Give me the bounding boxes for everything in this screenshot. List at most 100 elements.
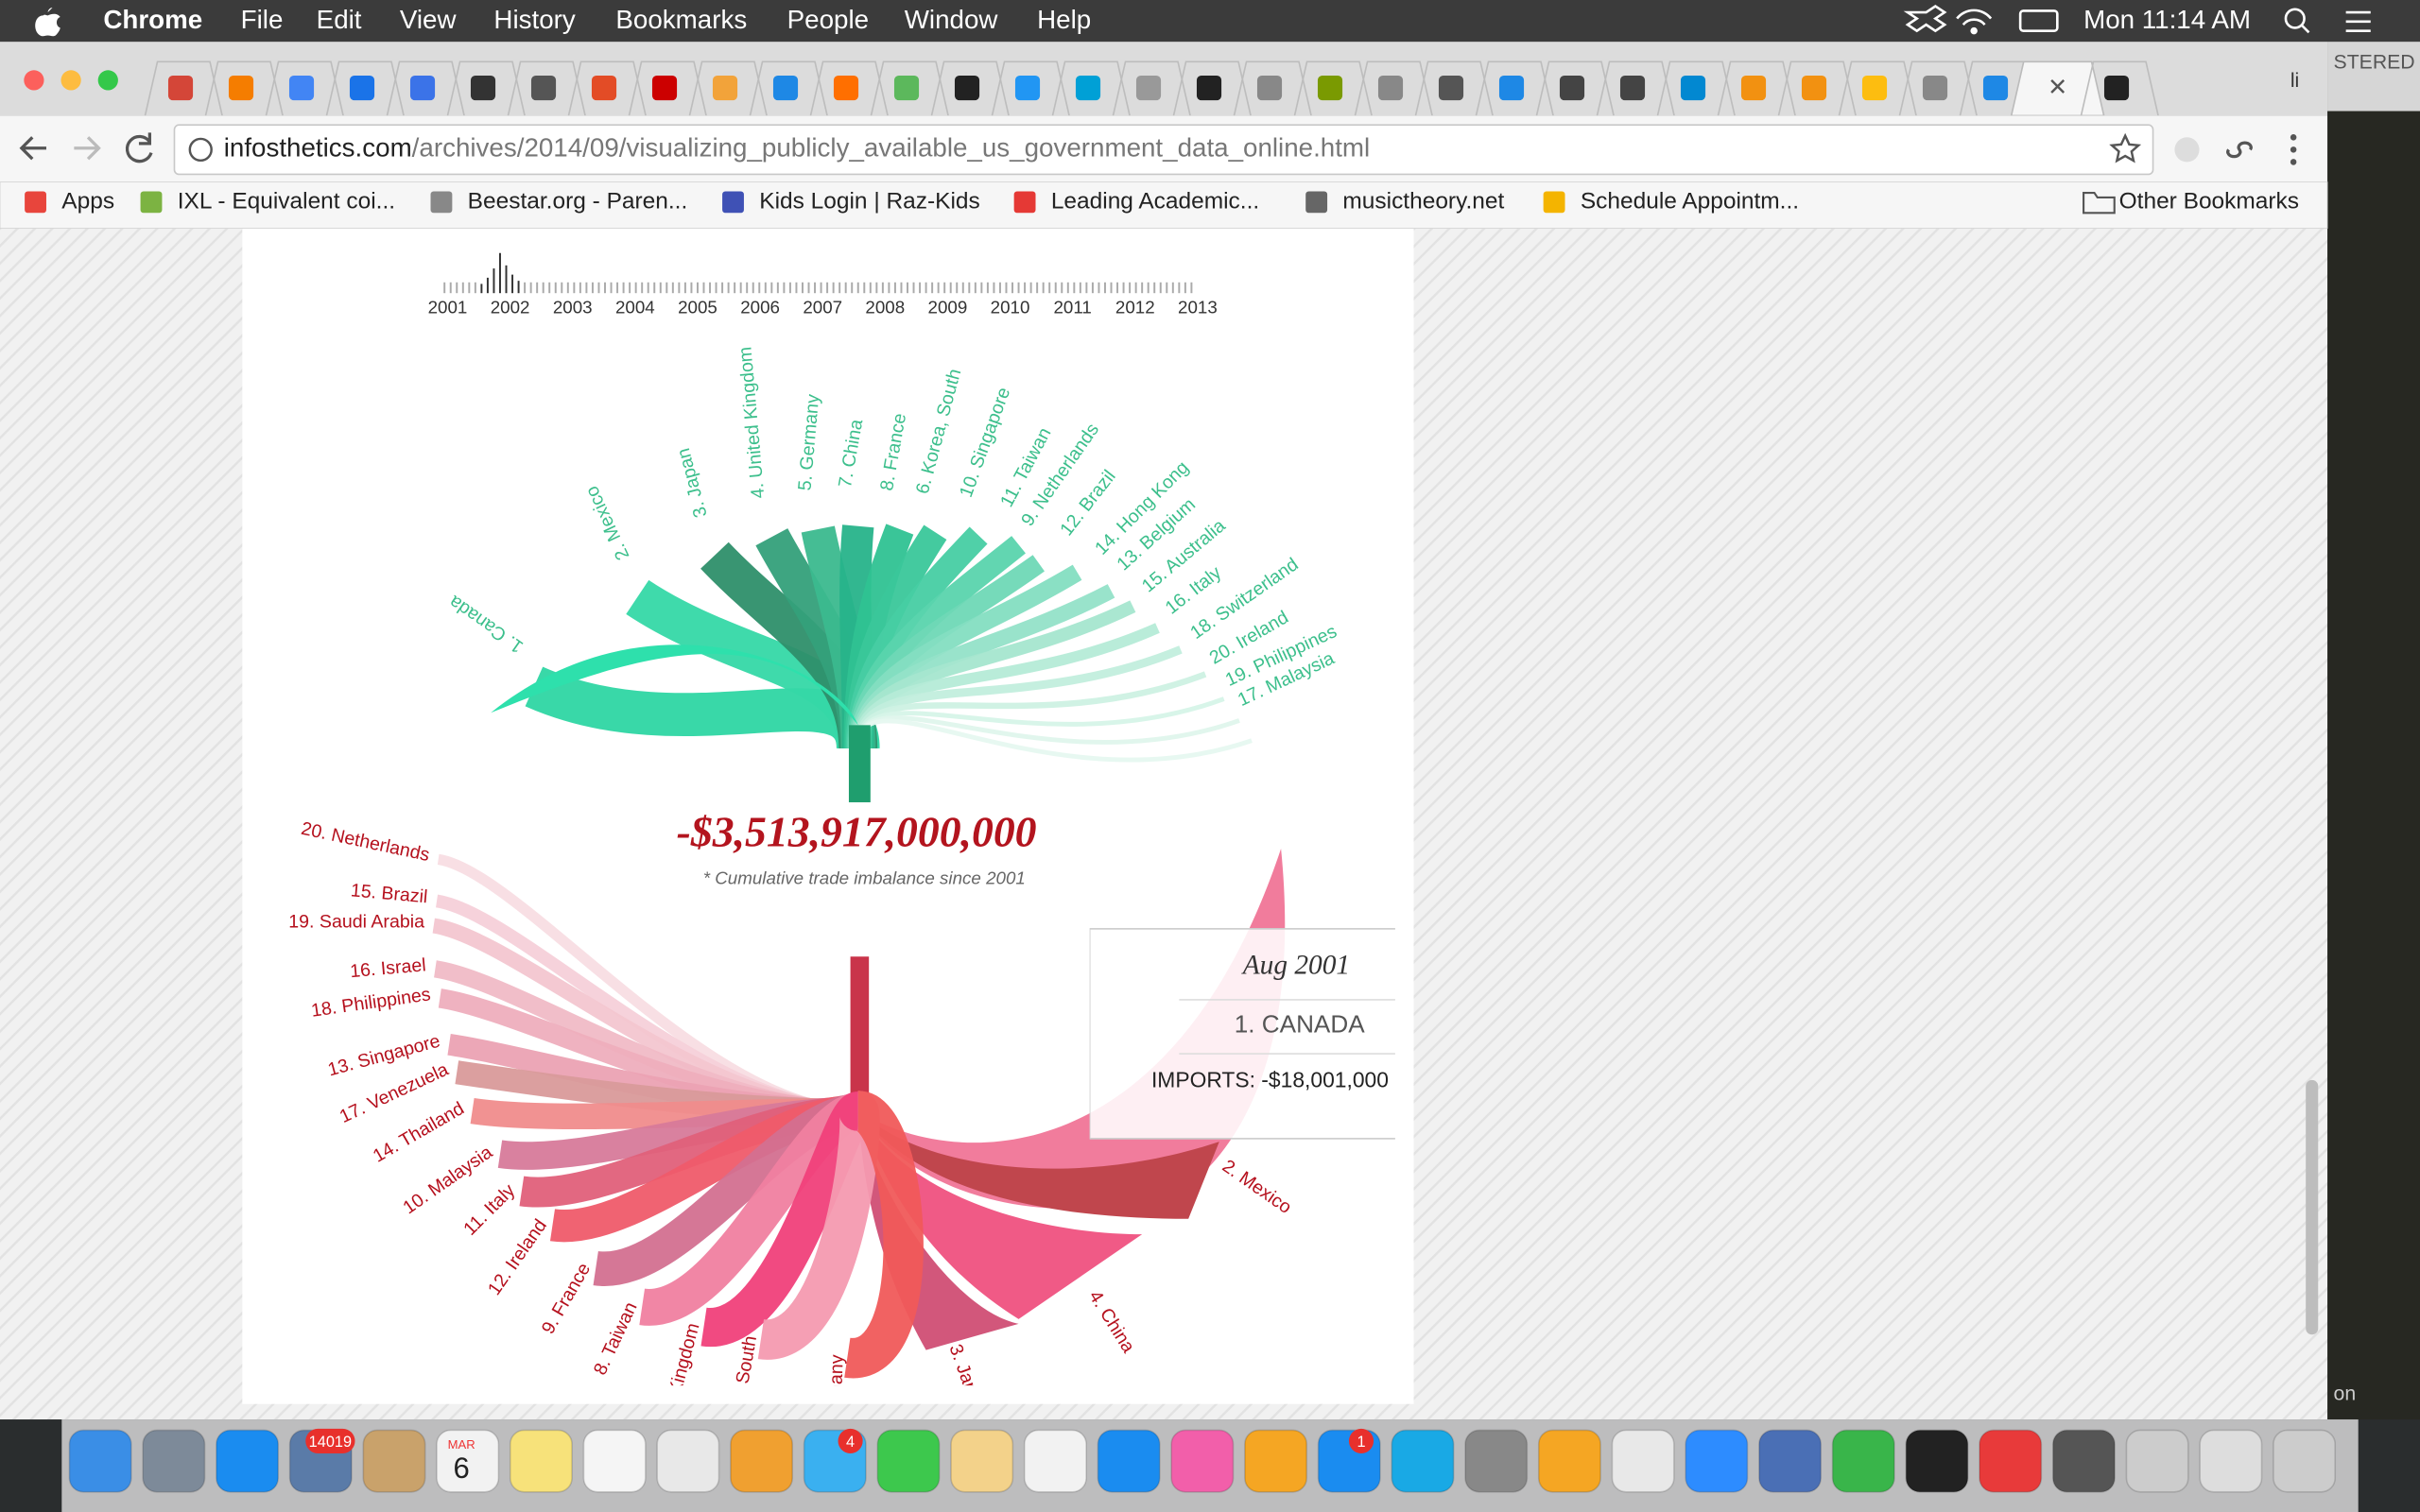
tab[interactable] [1475, 60, 1554, 116]
tab[interactable] [1112, 60, 1191, 116]
dock-app[interactable] [142, 1429, 206, 1493]
menu-item[interactable]: Window [905, 5, 999, 34]
tab[interactable] [1777, 60, 1857, 116]
year-label: 2003 [553, 297, 593, 317]
tab[interactable] [688, 60, 768, 116]
tab[interactable] [628, 60, 707, 116]
tab[interactable] [325, 60, 405, 116]
menu-item[interactable]: Bookmarks [615, 5, 747, 34]
zoom-button[interactable] [97, 70, 118, 91]
dock-app[interactable] [1831, 1429, 1895, 1493]
menu-app[interactable]: Chrome [103, 5, 202, 34]
year-label: 2001 [428, 297, 468, 317]
bookmark-folder[interactable]: Other Bookmarks [2119, 188, 2299, 214]
dock-app[interactable] [1905, 1429, 1969, 1493]
tab[interactable] [930, 60, 1010, 116]
tab[interactable] [144, 60, 223, 116]
dock-app[interactable] [436, 1429, 500, 1493]
bookmark[interactable]: Schedule Appointm... [1581, 188, 1799, 214]
tab[interactable] [1898, 60, 1978, 116]
dock-app[interactable] [1685, 1429, 1749, 1493]
tab[interactable] [204, 60, 284, 116]
tab[interactable] [991, 60, 1070, 116]
tab[interactable] [1293, 60, 1373, 116]
dock-app[interactable] [1537, 1429, 1601, 1493]
tab[interactable] [2080, 60, 2159, 116]
tab[interactable] [1596, 60, 1675, 116]
menu-item[interactable]: View [400, 5, 458, 34]
close-button[interactable] [24, 70, 44, 91]
menu-button[interactable] [2290, 134, 2297, 165]
dock-app[interactable] [876, 1429, 941, 1493]
tab[interactable] [567, 60, 647, 116]
dock-app[interactable] [1097, 1429, 1161, 1493]
menu-item[interactable]: Help [1037, 5, 1091, 34]
tab-favicon [1801, 76, 1827, 101]
tab[interactable] [1838, 60, 1917, 116]
bookmark-star[interactable] [2109, 132, 2142, 163]
bookmark[interactable]: Kids Login | Raz-Kids [759, 188, 979, 214]
import-flow [700, 1091, 871, 1347]
info-icon[interactable] [188, 137, 213, 163]
bookmark[interactable]: Beestar.org - Paren... [468, 188, 688, 214]
dock-app[interactable] [1023, 1429, 1087, 1493]
dock-app[interactable] [1170, 1429, 1235, 1493]
dock-app[interactable] [950, 1429, 1014, 1493]
tab[interactable] [1233, 60, 1312, 116]
dock-app[interactable] [68, 1429, 132, 1493]
active-tab[interactable] [2010, 60, 2105, 117]
extension-icon[interactable] [2174, 137, 2200, 163]
dock-app[interactable] [1611, 1429, 1675, 1493]
dock-app[interactable] [1758, 1429, 1823, 1493]
year-label: 2007 [803, 297, 842, 317]
tab[interactable] [446, 60, 526, 116]
dock-app[interactable] [509, 1429, 573, 1493]
back-button[interactable] [19, 136, 46, 161]
tab[interactable] [870, 60, 949, 116]
tab-close[interactable] [2050, 79, 2066, 94]
menu-item[interactable]: File [241, 5, 284, 34]
menu-item[interactable]: Edit [317, 5, 362, 34]
dock-app[interactable] [582, 1429, 647, 1493]
dock-app[interactable] [1244, 1429, 1308, 1493]
bookmark[interactable]: Apps [61, 188, 114, 214]
dock-app[interactable] [1391, 1429, 1455, 1493]
tab[interactable] [1172, 60, 1252, 116]
tab[interactable] [809, 60, 889, 116]
tab[interactable] [1414, 60, 1494, 116]
tab[interactable] [386, 60, 465, 116]
tab[interactable] [265, 60, 344, 116]
extension-icon[interactable] [2226, 141, 2253, 159]
bookmark[interactable]: musictheory.net [1342, 188, 1504, 214]
tab[interactable] [749, 60, 828, 116]
omnibox[interactable] [173, 124, 2154, 176]
minimize-button[interactable] [60, 70, 81, 91]
tab[interactable] [1717, 60, 1796, 116]
dock-app[interactable] [216, 1429, 280, 1493]
tab-favicon [1075, 76, 1101, 101]
menu-item[interactable]: People [787, 5, 869, 34]
dock-app[interactable] [1464, 1429, 1529, 1493]
tab[interactable] [507, 60, 586, 116]
apple-menu[interactable] [35, 8, 60, 37]
tab[interactable] [1535, 60, 1615, 116]
dock-app[interactable] [2273, 1429, 2337, 1493]
dock-app[interactable] [2051, 1429, 2116, 1493]
bookmark[interactable]: Leading Academic... [1051, 188, 1259, 214]
forward-button[interactable] [74, 136, 101, 161]
reload-button[interactable] [125, 132, 153, 163]
bookmark[interactable]: IXL - Equivalent coi... [178, 188, 395, 214]
dock-app[interactable] [2125, 1429, 2189, 1493]
tab[interactable] [1656, 60, 1736, 116]
menu-item[interactable]: History [493, 5, 575, 34]
dock-app[interactable] [2199, 1429, 2263, 1493]
dock-app[interactable] [1979, 1429, 2043, 1493]
dock-app[interactable] [730, 1429, 794, 1493]
tab[interactable] [1051, 60, 1131, 116]
scrollbar[interactable] [2306, 1079, 2319, 1335]
tab[interactable] [1354, 60, 1433, 116]
dock-app[interactable] [362, 1429, 426, 1493]
year-label: 2004 [615, 297, 655, 317]
dock-app[interactable] [656, 1429, 720, 1493]
